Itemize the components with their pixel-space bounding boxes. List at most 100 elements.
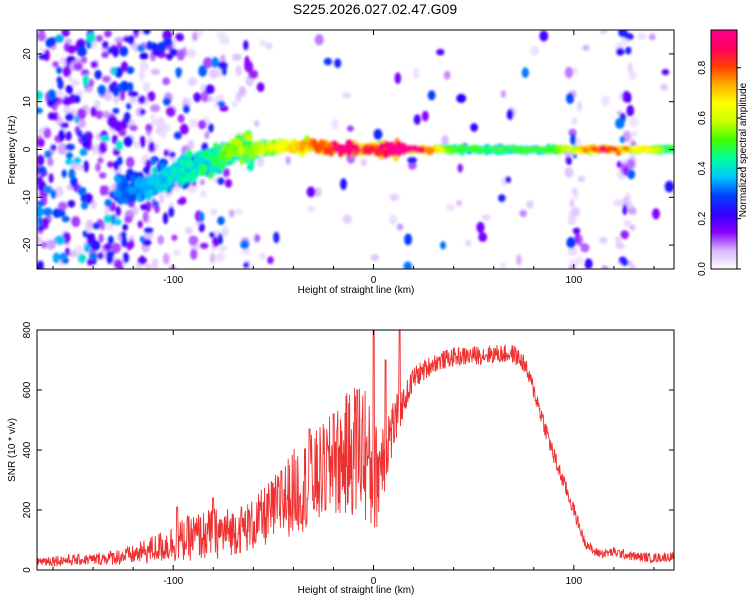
heatmap-cell bbox=[37, 263, 44, 269]
heatmap-cell bbox=[168, 206, 175, 218]
heatmap-cell bbox=[47, 89, 57, 100]
snr-panel: -100 0 100 0 200 400 600 800 Height of straigh… bbox=[7, 321, 675, 596]
heatmap-cell bbox=[176, 49, 186, 61]
heatmap-cell bbox=[218, 245, 228, 252]
heatmap-cell bbox=[47, 112, 56, 120]
heatmap-cell bbox=[80, 56, 88, 64]
heatmap-cell bbox=[159, 194, 165, 204]
heatmap-cell bbox=[245, 133, 253, 142]
heatmap-cell bbox=[169, 48, 178, 57]
heatmap-cell bbox=[61, 169, 67, 178]
heatmap-cell bbox=[505, 176, 511, 184]
y-tick-label: 10 bbox=[22, 96, 33, 108]
heatmap-cell bbox=[217, 233, 223, 245]
heatmap-cell bbox=[664, 180, 674, 193]
heatmap-cell bbox=[65, 84, 74, 95]
heatmap-cell bbox=[457, 163, 463, 173]
heatmap-cell bbox=[351, 143, 359, 151]
heatmap-cell bbox=[373, 128, 383, 141]
heatmap-cell bbox=[98, 141, 108, 154]
snr-line bbox=[37, 330, 674, 567]
heatmap-cell bbox=[43, 127, 52, 139]
heatmap-cell bbox=[137, 220, 143, 229]
heatmap-cell bbox=[165, 106, 176, 117]
heatmap-cell bbox=[500, 261, 506, 269]
heatmap-cell bbox=[107, 235, 114, 245]
heatmap-cell bbox=[570, 133, 577, 146]
heatmap-cell bbox=[622, 146, 629, 152]
spectrogram-data bbox=[37, 30, 674, 269]
heatmap-cell bbox=[666, 144, 674, 150]
heatmap-cell bbox=[566, 146, 572, 152]
heatmap-cell bbox=[613, 199, 623, 207]
heatmap-cell bbox=[55, 235, 65, 245]
heatmap-cell bbox=[124, 215, 133, 224]
heatmap-cell bbox=[481, 214, 491, 221]
heatmap-cell bbox=[370, 254, 379, 262]
heatmap-cell bbox=[265, 42, 273, 50]
y-tick-label: -20 bbox=[22, 237, 33, 252]
heatmap-cell bbox=[199, 211, 205, 223]
heatmap-cell bbox=[56, 66, 63, 75]
heatmap-cell bbox=[373, 148, 380, 157]
heatmap-cell bbox=[242, 248, 251, 255]
heatmap-cell bbox=[128, 195, 135, 205]
heatmap-cell bbox=[234, 208, 243, 215]
heatmap-cell bbox=[79, 148, 88, 157]
heatmap-cell bbox=[86, 220, 94, 230]
heatmap-cell bbox=[82, 230, 88, 238]
heatmap-cell bbox=[145, 123, 153, 132]
heatmap-cell bbox=[86, 232, 95, 241]
heatmap-cell bbox=[87, 78, 95, 88]
heatmap-cell bbox=[112, 107, 120, 114]
heatmap-cell bbox=[47, 157, 54, 167]
heatmap-cell bbox=[341, 92, 351, 99]
heatmap-cell bbox=[186, 48, 197, 59]
heatmap-cell bbox=[147, 176, 154, 186]
heatmap-cell bbox=[628, 117, 639, 127]
heatmap-cell bbox=[543, 148, 552, 154]
heatmap-cell bbox=[599, 30, 608, 35]
heatmap-cell bbox=[332, 140, 338, 148]
heatmap-cell bbox=[208, 172, 214, 180]
heatmap-cell bbox=[495, 146, 503, 151]
heatmap-cell bbox=[92, 222, 101, 230]
heatmap-cell bbox=[38, 53, 48, 60]
heatmap-cell bbox=[104, 198, 113, 208]
heatmap-cell bbox=[366, 146, 373, 156]
heatmap-cell bbox=[55, 89, 64, 97]
heatmap-cell bbox=[116, 41, 123, 50]
heatmap-cell bbox=[444, 148, 452, 154]
heatmap-cell bbox=[135, 193, 142, 202]
colorbar: 0.0 0.2 0.4 0.6 0.8 Normalized spectral ampl… bbox=[697, 29, 749, 276]
heatmap-cell bbox=[80, 201, 89, 210]
heatmap-cell bbox=[287, 144, 294, 152]
heatmap-cell bbox=[145, 200, 152, 213]
heatmap-cell bbox=[584, 258, 593, 269]
heatmap-cell bbox=[516, 254, 522, 266]
heatmap-cell bbox=[622, 204, 628, 216]
heatmap-cell bbox=[179, 123, 189, 135]
heatmap-cell bbox=[112, 87, 120, 97]
heatmap-cell bbox=[413, 68, 420, 80]
heatmap-cell bbox=[107, 115, 118, 128]
x-tick-label: 0 bbox=[371, 576, 377, 587]
heatmap-cell bbox=[106, 250, 115, 258]
heatmap-cell bbox=[100, 135, 110, 143]
heatmap-cell bbox=[54, 185, 64, 198]
heatmap-cell bbox=[104, 205, 110, 216]
heatmap-cell bbox=[122, 223, 129, 231]
heatmap-cell bbox=[113, 188, 122, 198]
heatmap-cell bbox=[615, 118, 625, 129]
heatmap-cell bbox=[637, 32, 647, 41]
heatmap-cell bbox=[660, 84, 669, 91]
heatmap-cell bbox=[306, 186, 316, 198]
heatmap-cell bbox=[123, 111, 131, 123]
heatmap-cell bbox=[98, 233, 104, 243]
heatmap-cell bbox=[65, 152, 73, 160]
heatmap-cell bbox=[465, 239, 472, 247]
heatmap-cell bbox=[208, 123, 214, 133]
heatmap-cell bbox=[626, 158, 636, 170]
heatmap-cell bbox=[73, 94, 81, 104]
heatmap-cell bbox=[346, 149, 353, 157]
